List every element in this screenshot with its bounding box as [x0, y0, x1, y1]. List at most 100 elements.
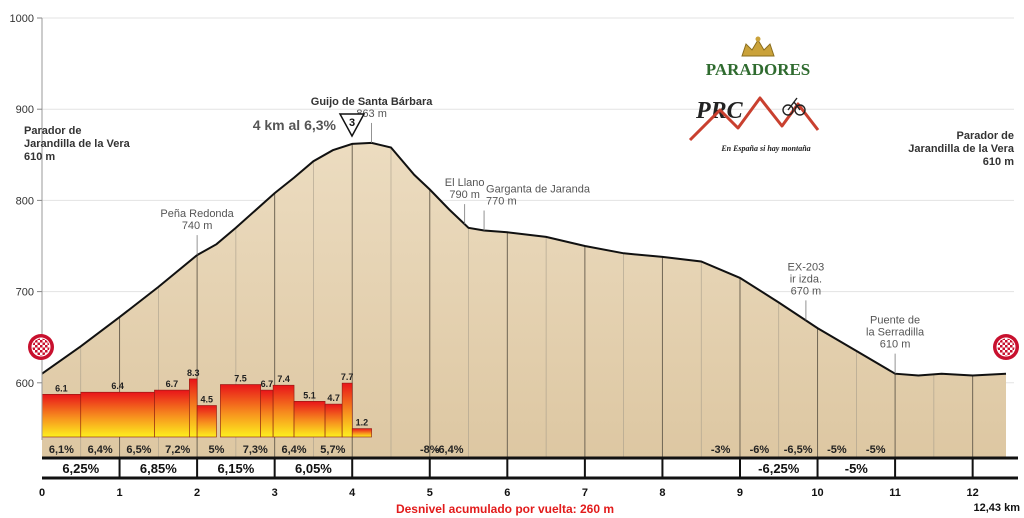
y-tick-label: 1000: [10, 13, 34, 25]
gradient-bar: [80, 391, 155, 438]
segment-gradient-label: -6,5%: [784, 444, 813, 456]
waypoint-label: 740 m: [182, 220, 213, 232]
waypoint-label: 670 m: [791, 285, 822, 297]
segment-gradient-label: -8%: [420, 444, 440, 456]
start-label: Parador de Jarandilla de la Vera 610 m: [24, 125, 131, 163]
x-tick-label: 11: [889, 487, 901, 499]
gradient-bar-label: 1.2: [356, 418, 369, 428]
gradient-bars: 6.1 6.4 6.78.34.57.56.7 7.45.1 4.77.71.2: [41, 368, 372, 438]
waypoint-label: Peña Redonda: [160, 208, 234, 220]
x-tick-label: 1: [116, 487, 122, 499]
climb-label: 4 km al 6,3%: [253, 117, 337, 133]
segment-gradient-label: 7,2%: [165, 444, 190, 456]
gradient-bar: [341, 382, 353, 438]
waypoint-label: ir izda.: [790, 273, 822, 285]
end-label: Parador de Jarandilla de la Vera 610 m: [908, 130, 1015, 168]
end-label-line: Jarandilla de la Vera: [908, 143, 1015, 155]
waypoint-label: 610 m: [880, 339, 911, 351]
gradient-bar-label: 6.4: [111, 381, 124, 391]
footer-ascent-label: Desnivel acumulado por vuelta: 260 m: [396, 502, 614, 516]
waypoint-label: Guijo de Santa Bárbara: [311, 96, 434, 108]
y-tick-label: 800: [16, 195, 34, 207]
prc-logo: PRC En España si hay montaña: [688, 96, 820, 153]
segment-gradient-label: 6,5%: [126, 444, 151, 456]
km-average-gradient-label: -5%: [845, 461, 869, 476]
x-tick-label: 6: [504, 487, 510, 499]
gradient-bar-label: 6.7: [261, 379, 274, 389]
segment-gradient-labels: 6,1% 6,4% 6,5% 7,2% 5% 7,3% 6,4% 5,7% -8%-6,4% -3…: [49, 444, 886, 456]
waypoint-label: 770 m: [486, 195, 517, 207]
segment-gradient-label: 6,4%: [282, 444, 307, 456]
segment-gradient-label: 7,3%: [243, 444, 268, 456]
y-tick-label: 900: [16, 104, 34, 116]
gradient-bar-label: 4.7: [327, 393, 340, 403]
x-tick-label: 7: [582, 487, 588, 499]
gradient-bar-label: 6.7: [166, 379, 179, 389]
waypoint-label: Puente de: [870, 315, 920, 327]
km-band: [42, 458, 1006, 478]
segment-gradient-label: 5,7%: [320, 444, 345, 456]
terrain-area: [42, 142, 1006, 458]
gradient-bar-label: 6.1: [55, 383, 68, 393]
mountain-icon: [688, 96, 820, 142]
x-tick-label: 9: [737, 487, 743, 499]
y-axis: 1000 900 800 700 600: [10, 13, 43, 440]
segment-gradient-label: 6,1%: [49, 444, 74, 456]
waypoint-label: Garganta de Jaranda: [486, 183, 591, 195]
x-axis-end-label: 12,43 km: [974, 502, 1021, 514]
gradient-bar: [154, 389, 190, 438]
start-label-line: Jarandilla de la Vera: [24, 138, 131, 150]
waypoint-label: 790 m: [449, 189, 480, 201]
x-tick-label: 4: [349, 487, 356, 499]
start-label-line: Parador de: [24, 125, 81, 137]
y-tick-label: 700: [16, 287, 34, 299]
waypoint-label: El Llano: [445, 177, 485, 189]
paradores-logo: PARADORES: [706, 36, 811, 79]
gradient-bar: [189, 378, 198, 438]
gradient-bar-label: 7.7: [341, 372, 354, 382]
svg-text:610 m: 610 m: [24, 151, 55, 163]
km-average-gradient-label: 6,05%: [295, 461, 332, 476]
svg-text:Parador de: Parador de: [24, 125, 81, 137]
climb-annotation: 4 km al 6,3% 3: [253, 113, 366, 138]
y-tick-label: 600: [16, 378, 34, 390]
x-tick-label: 10: [811, 487, 823, 499]
gradient-bar-label: 8.3: [187, 368, 200, 378]
x-tick-label: 8: [659, 487, 665, 499]
km-average-gradient-label: 6,25%: [62, 461, 99, 476]
km-average-gradient-label: 6,85%: [140, 461, 177, 476]
gradient-bar: [41, 393, 82, 438]
end-label-line: Parador de: [957, 130, 1014, 142]
segment-gradient-label: -3%: [711, 444, 731, 456]
svg-text:Jarandilla de la Vera: Jarandilla de la Vera: [24, 138, 131, 150]
segment-gradient-label: -6%: [750, 444, 770, 456]
gradient-bar: [324, 403, 343, 438]
climb-category: 3: [349, 117, 355, 129]
gradient-bar-label: 5.1: [303, 390, 316, 400]
x-axis: 0 1 2 3 4 5 6 7 8 9 10 11 126,25% 6,85% 6,15% 6,05% -6,2…: [39, 456, 1018, 499]
climb-category-icon: [338, 113, 366, 138]
gradient-bar: [351, 428, 372, 438]
gradient-bar-label: 4.5: [201, 395, 214, 405]
gradient-bar-label: 7.5: [234, 374, 247, 384]
x-tick-label: 3: [272, 487, 278, 499]
segment-gradient-label: 5%: [209, 444, 225, 456]
gradient-bar-label: 7.4: [277, 374, 290, 384]
crown-icon: [741, 39, 775, 57]
waypoint-label: la Serradilla: [866, 327, 925, 339]
profile-line: [41, 141, 1007, 377]
svg-text:Parador de: Parador de: [957, 130, 1014, 142]
svg-text:610 m: 610 m: [983, 156, 1014, 168]
gradient-bar: [293, 400, 326, 438]
gradient-bar: [272, 384, 295, 438]
segment-gradient-label: 6,4%: [88, 444, 113, 456]
km-average-gradient-label: -6,25%: [758, 461, 800, 476]
paradores-wordmark: PARADORES: [706, 60, 811, 79]
prc-tagline: En España si hay montaña: [720, 144, 810, 153]
cyclist-icon: [782, 97, 806, 116]
start-flag-icon: [28, 334, 54, 360]
waypoint-label: 863 m: [356, 108, 387, 120]
segment-gradient-label: -5%: [866, 444, 886, 456]
